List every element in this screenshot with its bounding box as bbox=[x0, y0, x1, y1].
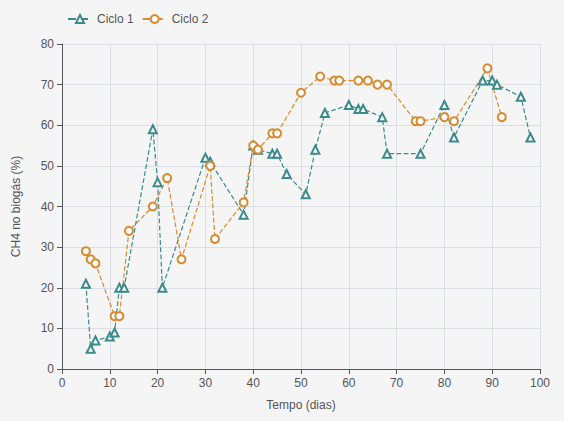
svg-text:70: 70 bbox=[390, 376, 404, 390]
svg-text:60: 60 bbox=[41, 118, 55, 132]
svg-text:10: 10 bbox=[103, 376, 117, 390]
svg-text:CH4 no biogás (%): CH4 no biogás (%) bbox=[9, 156, 23, 257]
svg-text:30: 30 bbox=[199, 376, 213, 390]
svg-text:40: 40 bbox=[247, 376, 261, 390]
svg-text:0: 0 bbox=[59, 376, 66, 390]
svg-text:0: 0 bbox=[47, 362, 54, 376]
svg-text:40: 40 bbox=[41, 200, 55, 214]
svg-text:Ciclo 2: Ciclo 2 bbox=[172, 12, 209, 26]
svg-text:50: 50 bbox=[41, 159, 55, 173]
svg-text:80: 80 bbox=[438, 376, 452, 390]
svg-text:Ciclo 1: Ciclo 1 bbox=[97, 12, 134, 26]
svg-text:20: 20 bbox=[41, 281, 55, 295]
svg-text:70: 70 bbox=[41, 78, 55, 92]
svg-text:20: 20 bbox=[151, 376, 165, 390]
svg-text:Tempo (dias): Tempo (dias) bbox=[266, 398, 335, 412]
svg-text:10: 10 bbox=[41, 321, 55, 335]
svg-text:50: 50 bbox=[294, 376, 308, 390]
svg-text:80: 80 bbox=[41, 37, 55, 51]
svg-text:100: 100 bbox=[530, 376, 550, 390]
svg-text:30: 30 bbox=[41, 240, 55, 254]
svg-text:60: 60 bbox=[342, 376, 356, 390]
svg-text:90: 90 bbox=[486, 376, 500, 390]
